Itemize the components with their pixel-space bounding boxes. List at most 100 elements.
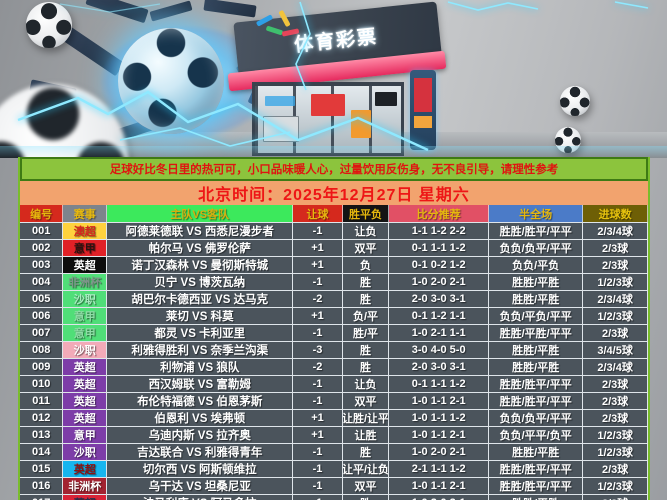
- result-pick: 让负: [343, 223, 390, 239]
- match-number: 014: [20, 444, 64, 460]
- match-number: 009: [20, 359, 64, 375]
- column-header: 胜平负: [342, 205, 390, 222]
- half-full-pick: 负负/平平/负平: [489, 427, 584, 443]
- match-number: 015: [20, 461, 64, 477]
- league-badge: 非洲杯: [63, 478, 108, 494]
- table-row: 012 英超 伯恩利 VS 埃弗顿 +1 让胜/让平 1-0 1-1 1-2 负…: [20, 409, 648, 426]
- score-recommendation: 1-0 2-0 2-1: [389, 274, 490, 290]
- half-full-pick: 胜胜/平胜: [489, 495, 584, 500]
- soccer-ball-icon: [560, 86, 590, 116]
- table-row: 017 葡超 法马利康 VS 阿马多拉 -1 胜 1-0 2-0 2-1 胜胜/…: [20, 494, 648, 500]
- match-number: 002: [20, 240, 64, 256]
- league-badge: 英超: [63, 410, 108, 426]
- match-number: 005: [20, 291, 64, 307]
- league-badge: 意甲: [63, 325, 108, 341]
- match-teams: 胡巴尔卡德西亚 VS 达马克: [107, 291, 294, 307]
- score-recommendation: 1-0 1-1 1-2: [389, 410, 490, 426]
- handicap-value: -1: [293, 478, 343, 494]
- column-header: 让球: [293, 205, 343, 222]
- goals-pick: 2/3球: [583, 461, 648, 477]
- match-number: 013: [20, 427, 64, 443]
- goals-pick: 2/3球: [583, 240, 648, 256]
- score-recommendation: 0-1 1-1 1-2: [389, 240, 490, 256]
- result-pick: 胜: [343, 495, 390, 500]
- half-full-pick: 胜胜/胜平/平平: [489, 376, 584, 392]
- goals-pick: 2/3/4球: [583, 291, 648, 307]
- table-row: 001 澳超 阿德莱德联 VS 西悉尼漫步者 -1 让负 1-1 1-2 2-2…: [20, 222, 648, 239]
- match-teams: 诺丁汉森林 VS 曼彻斯特城: [107, 257, 294, 273]
- score-recommendation: 1-0 1-1 2-1: [389, 393, 490, 409]
- handicap-value: +1: [293, 240, 343, 256]
- table-row: 004 非洲杯 贝宁 VS 博茨瓦纳 -1 胜 1-0 2-0 2-1 胜胜/平…: [20, 273, 648, 290]
- match-number: 016: [20, 478, 64, 494]
- store-glass-front: [252, 82, 404, 156]
- match-number: 008: [20, 342, 64, 358]
- half-full-pick: 胜胜/胜平/平平: [489, 461, 584, 477]
- score-recommendation: 1-1 1-2 2-2: [389, 223, 490, 239]
- score-recommendation: 1-0 2-0 2-1: [389, 444, 490, 460]
- handicap-value: -1: [293, 376, 343, 392]
- table-row: 008 沙职 利雅得胜利 VS 奈季兰沟渠 -3 胜 3-0 4-0 5-0 胜…: [20, 341, 648, 358]
- match-teams: 西汉姆联 VS 富勒姆: [107, 376, 294, 392]
- match-teams: 乌干达 VS 坦桑尼亚: [107, 478, 294, 494]
- league-badge: 英超: [63, 376, 108, 392]
- match-number: 003: [20, 257, 64, 273]
- notice-banner: 足球好比冬日里的热可可，小口品味暖人心，过量饮用反伤身，无不良引导，请理性参考: [20, 157, 648, 181]
- goals-pick: 1/2/3球: [583, 444, 648, 460]
- match-number: 007: [20, 325, 64, 341]
- goals-pick: 2/3/4球: [583, 359, 648, 375]
- store-poster: [414, 116, 432, 128]
- store-side-screen: [410, 70, 436, 150]
- table-header-row: 编号 赛事 主队VS客队 让球 胜平负 比分推荐 半全场 进球数: [20, 205, 648, 222]
- score-recommendation: 3-0 4-0 5-0: [389, 342, 490, 358]
- store-poster: [311, 94, 345, 116]
- half-full-pick: 胜胜/平胜: [489, 444, 584, 460]
- league-badge: 沙职: [63, 291, 108, 307]
- match-teams: 莱切 VS 科莫: [107, 308, 294, 324]
- lightning-effect: [17, 1, 649, 152]
- match-teams: 切尔西 VS 阿斯顿维拉: [107, 461, 294, 477]
- league-badge: 非洲杯: [63, 274, 108, 290]
- match-teams: 阿德莱德联 VS 西悉尼漫步者: [107, 223, 294, 239]
- score-recommendation: 1-0 2-0 2-1: [389, 495, 490, 500]
- table-row: 011 英超 布伦特福德 VS 伯恩茅斯 -1 双平 1-0 1-1 2-1 胜…: [20, 392, 648, 409]
- score-recommendation: 1-0 2-1 1-1: [389, 325, 490, 341]
- half-full-pick: 胜胜/平胜: [489, 342, 584, 358]
- content-panel: 足球好比冬日里的热可可，小口品味暖人心，过量饮用反伤身，无不良引导，请理性参考 …: [18, 157, 650, 500]
- store-poster: [375, 92, 397, 106]
- match-number: 010: [20, 376, 64, 392]
- half-full-pick: 胜胜/平胜: [489, 291, 584, 307]
- table-row: 005 沙职 胡巴尔卡德西亚 VS 达马克 -2 胜 2-0 3-0 3-1 胜…: [20, 290, 648, 307]
- result-pick: 负/平: [343, 308, 390, 324]
- table-body: 001 澳超 阿德莱德联 VS 西悉尼漫步者 -1 让负 1-1 1-2 2-2…: [20, 222, 648, 500]
- handicap-value: -2: [293, 291, 343, 307]
- result-pick: 负: [343, 257, 390, 273]
- score-recommendation: 1-0 1-1 2-1: [389, 478, 490, 494]
- league-badge: 英超: [63, 393, 108, 409]
- league-badge: 英超: [63, 359, 108, 375]
- half-full-pick: 负负/平负/平平: [489, 308, 584, 324]
- floor-reflection: [0, 146, 667, 158]
- match-number: 011: [20, 393, 64, 409]
- goals-pick: 2/3球: [583, 393, 648, 409]
- column-header: 编号: [20, 205, 64, 222]
- handicap-value: -1: [293, 461, 343, 477]
- goals-pick: 1/2/3球: [583, 308, 648, 324]
- result-pick: 胜: [343, 274, 390, 290]
- table-row: 006 意甲 莱切 VS 科莫 +1 负/平 0-1 1-2 1-1 负负/平负…: [20, 307, 648, 324]
- half-full-pick: 胜胜/平胜: [489, 274, 584, 290]
- match-number: 001: [20, 223, 64, 239]
- handicap-value: +1: [293, 257, 343, 273]
- table-row: 015 英超 切尔西 VS 阿斯顿维拉 -1 让平/让负 2-1 1-1 1-2…: [20, 460, 648, 477]
- table-row: 016 非洲杯 乌干达 VS 坦桑尼亚 -1 双平 1-0 1-1 2-1 胜胜…: [20, 477, 648, 494]
- result-pick: 让平/让负: [343, 461, 390, 477]
- league-badge: 葡超: [63, 495, 108, 500]
- match-number: 017: [20, 495, 64, 500]
- soccer-ball-icon: [26, 2, 72, 48]
- score-recommendation: 0-1 1-2 1-1: [389, 308, 490, 324]
- handicap-value: -1: [293, 495, 343, 500]
- soccer-ball-icon: [555, 127, 581, 153]
- league-badge: 意甲: [63, 240, 108, 256]
- half-full-pick: 负负/负平/平平: [489, 240, 584, 256]
